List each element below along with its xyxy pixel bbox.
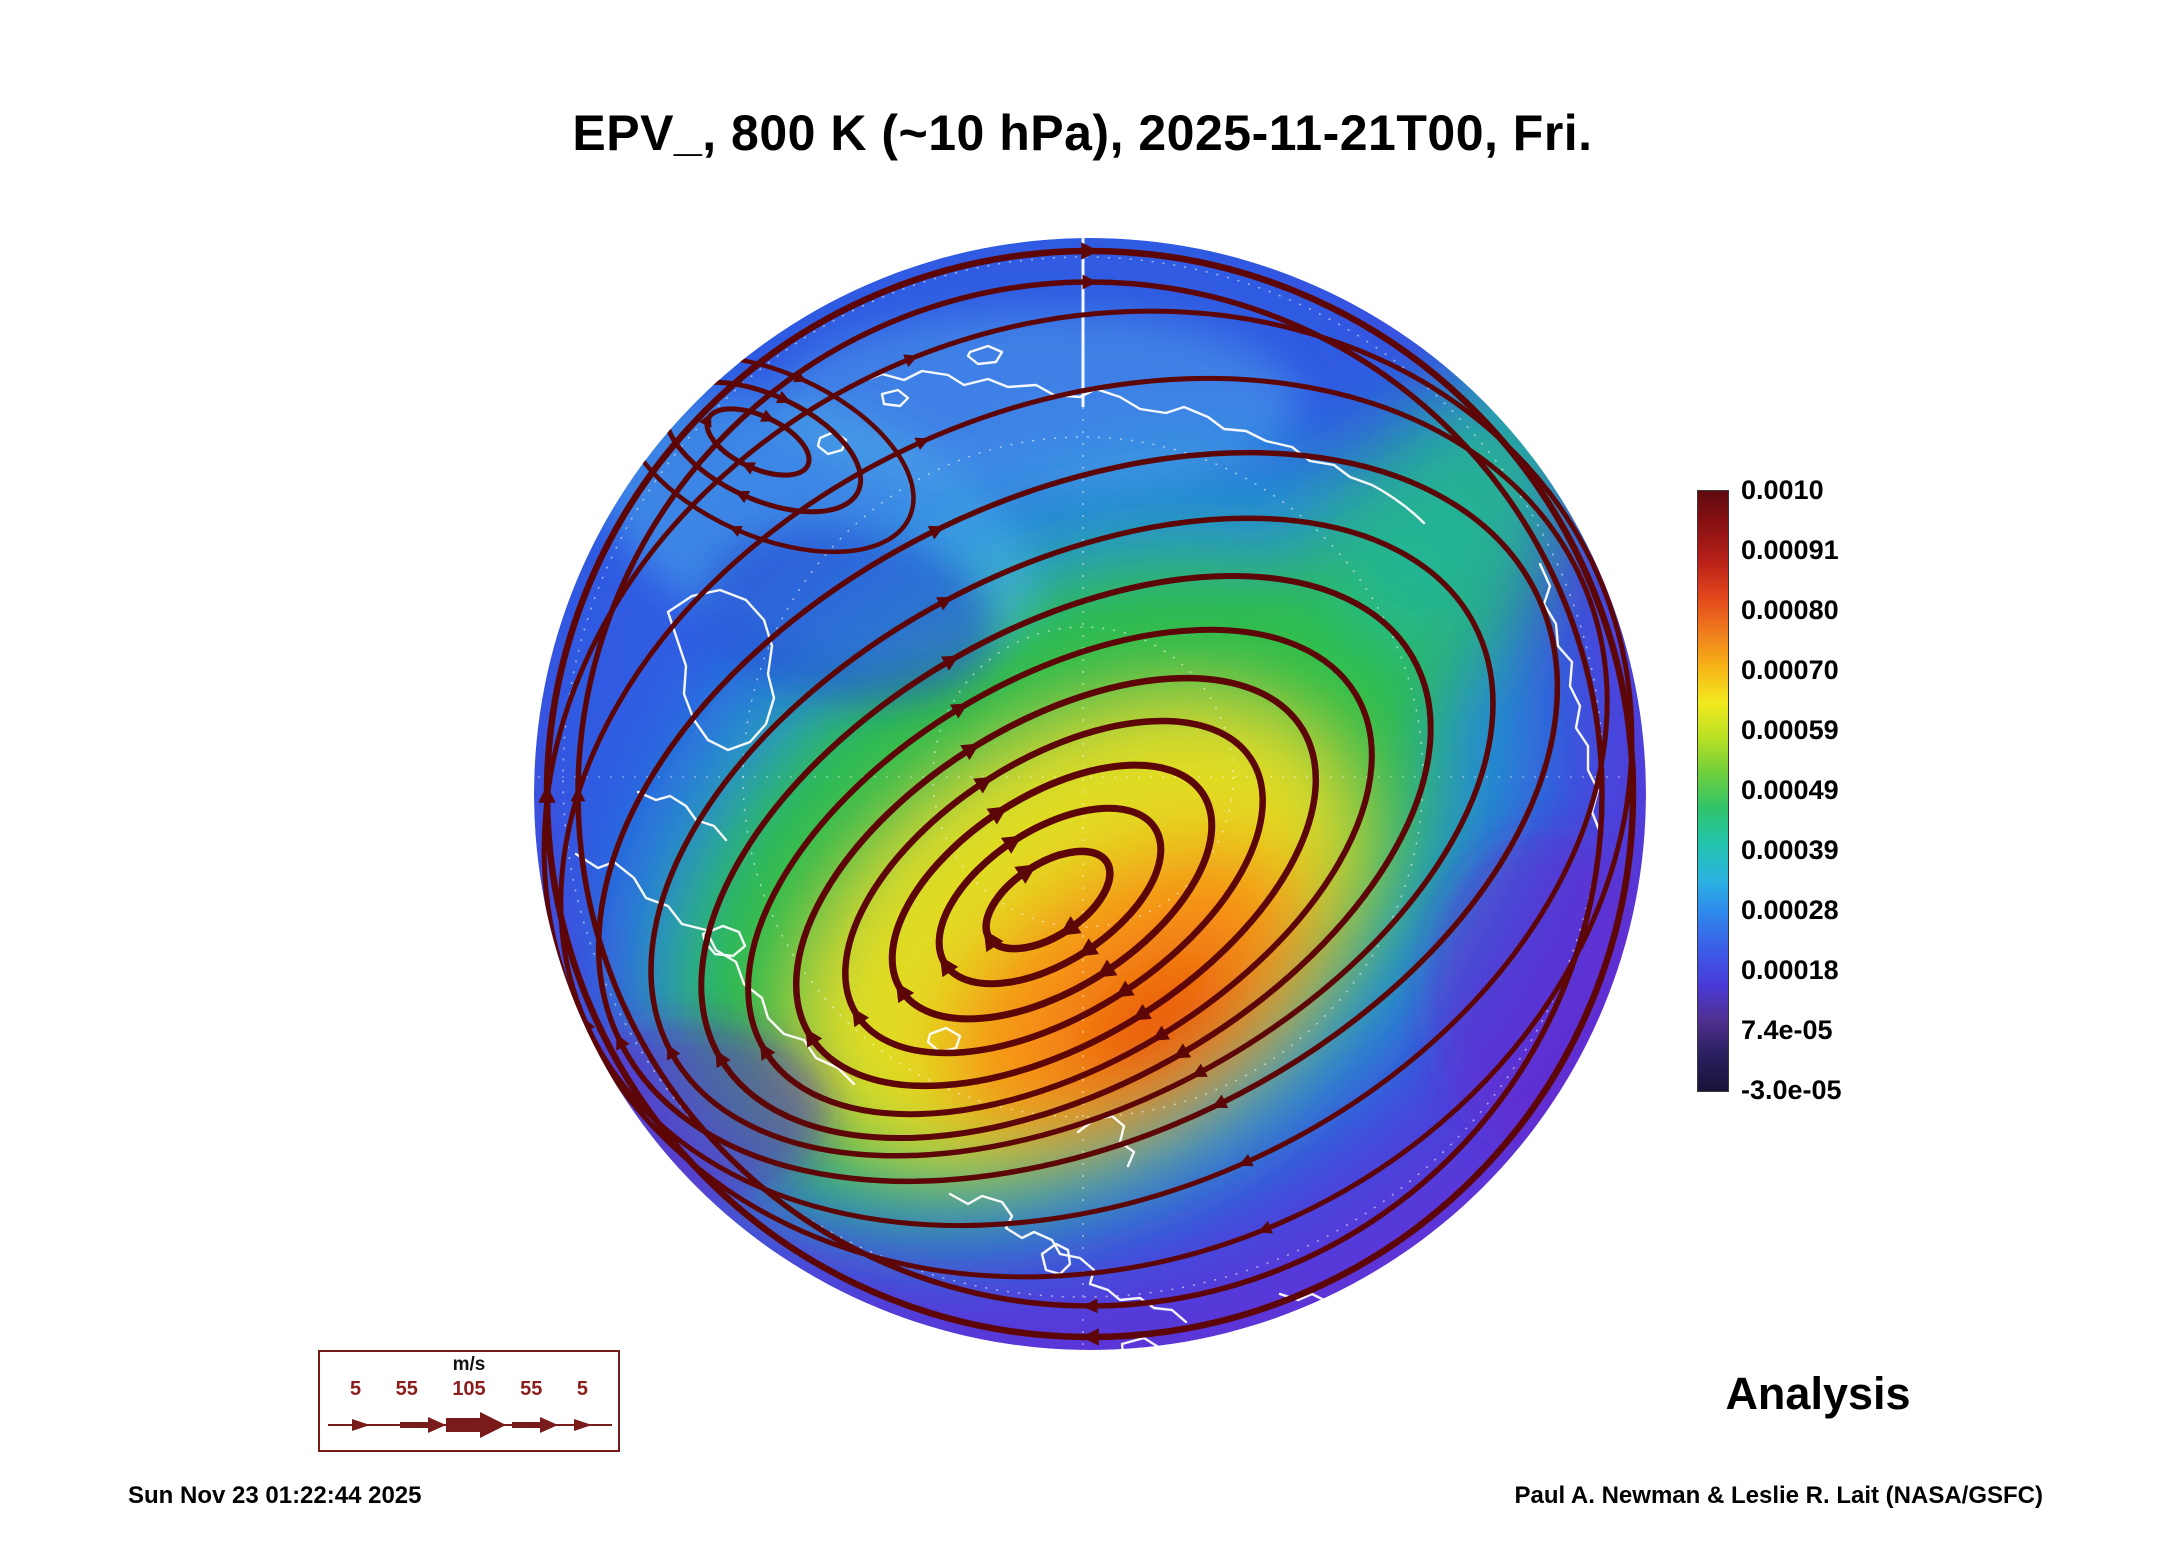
figure-title: EPV_, 800 K (~10 hPa), 2025-11-21T00, Fr… <box>572 105 1593 161</box>
colorbar-tick: -3.0e-05 <box>1741 1075 1842 1105</box>
colorbar-tick: 0.00080 <box>1741 595 1839 625</box>
polar-map <box>534 238 1646 1350</box>
colorbar-tick: 7.4e-05 <box>1741 1015 1833 1045</box>
wind-speed-legend: m/s 5 55 105 55 5 <box>318 1350 620 1452</box>
wind-speed-ticks: 5 55 105 55 5 <box>320 1378 618 1401</box>
colorbar-tick: 0.00028 <box>1741 895 1839 925</box>
generation-timestamp: Sun Nov 23 01:22:44 2025 <box>128 1482 422 1509</box>
colorbar-tick: 0.0010 <box>1741 475 1824 505</box>
colorbar-gradient <box>1697 490 1729 1092</box>
wind-tick: 55 <box>520 1378 543 1400</box>
arrow-small-right <box>574 1419 592 1431</box>
analysis-label: Analysis <box>1725 1368 1911 1419</box>
colorbar-tick: 0.00049 <box>1741 775 1839 805</box>
colorbar-tick: 0.00059 <box>1741 715 1839 745</box>
wind-arrow-scale <box>328 1412 612 1438</box>
colorbar-tick: 0.00039 <box>1741 835 1839 865</box>
wind-tick: 105 <box>452 1378 486 1400</box>
colorbar-tick: 0.00070 <box>1741 655 1839 685</box>
wind-streamlines <box>538 242 1637 1346</box>
arrow-medium-right <box>540 1417 558 1433</box>
colorbar-tick-labels: 0.0010 0.00091 0.00080 0.00070 0.00059 0… <box>1741 474 1842 1106</box>
wind-tick: 5 <box>576 1378 588 1400</box>
wind-tick: 5 <box>350 1378 362 1400</box>
wind-tick: 55 <box>395 1378 418 1400</box>
arrow-medium-left <box>428 1417 446 1433</box>
colorbar-tick: 0.00018 <box>1741 955 1839 985</box>
arrow-small-left <box>352 1419 370 1431</box>
arrow-large-center <box>480 1412 506 1438</box>
colorbar-tick: 0.00091 <box>1741 535 1839 565</box>
credit-line: Paul A. Newman & Leslie R. Lait (NASA/GS… <box>1514 1482 2043 1509</box>
wind-unit-label: m/s <box>452 1354 486 1375</box>
